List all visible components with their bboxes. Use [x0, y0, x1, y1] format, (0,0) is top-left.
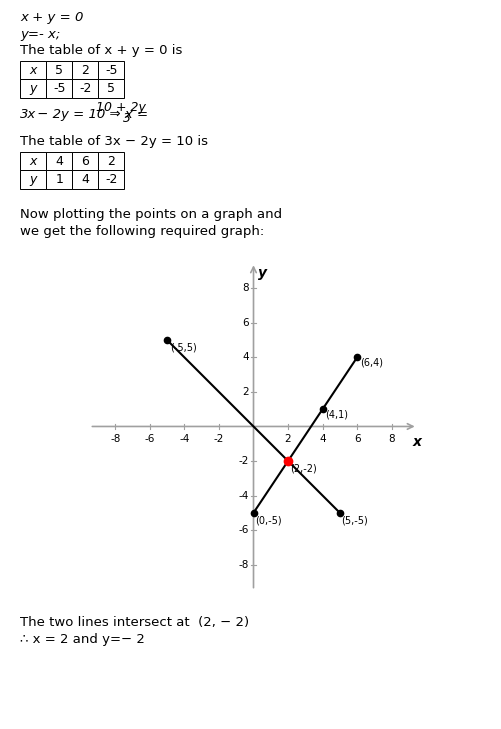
Text: 8: 8: [242, 284, 248, 293]
Text: 1: 1: [55, 173, 63, 186]
Text: 8: 8: [388, 434, 394, 444]
Text: we get the following required graph:: we get the following required graph:: [20, 225, 264, 238]
Text: 4: 4: [81, 173, 89, 186]
Text: 4: 4: [242, 352, 248, 362]
Text: y: y: [30, 82, 37, 95]
Text: 5: 5: [107, 82, 115, 95]
Text: 4: 4: [319, 434, 325, 444]
Text: The two lines intersect at  (2, − 2): The two lines intersect at (2, − 2): [20, 616, 248, 629]
Text: x: x: [411, 435, 420, 449]
Text: -4: -4: [238, 491, 248, 501]
Text: (6,4): (6,4): [359, 357, 382, 367]
Text: 2: 2: [81, 64, 89, 77]
Text: 2: 2: [242, 387, 248, 397]
Text: x: x: [30, 155, 37, 168]
Text: -5: -5: [53, 82, 65, 95]
Text: -6: -6: [238, 525, 248, 535]
Text: -5: -5: [105, 64, 117, 77]
Text: 5: 5: [55, 64, 63, 77]
Text: -4: -4: [179, 434, 189, 444]
Text: 3x: 3x: [20, 108, 36, 120]
Text: 2: 2: [284, 434, 291, 444]
Text: (-5,5): (-5,5): [169, 343, 196, 353]
Text: -2: -2: [79, 82, 91, 95]
Text: ∴ x = 2 and y=− 2: ∴ x = 2 and y=− 2: [20, 633, 145, 646]
Text: 6: 6: [81, 155, 89, 168]
Text: Now plotting the points on a graph and: Now plotting the points on a graph and: [20, 208, 282, 222]
Text: The table of 3x − 2y = 10 is: The table of 3x − 2y = 10 is: [20, 136, 208, 149]
Text: − 2y = 10 ⇒ x =: − 2y = 10 ⇒ x =: [33, 108, 152, 120]
Text: -6: -6: [144, 434, 155, 444]
Text: -8: -8: [110, 434, 120, 444]
Text: x + y = 0: x + y = 0: [20, 11, 83, 24]
Text: 10 + 2y: 10 + 2y: [95, 101, 145, 114]
Text: -2: -2: [238, 456, 248, 466]
Text: 6: 6: [353, 434, 360, 444]
Text: y: y: [258, 266, 267, 280]
Text: The table of x + y = 0 is: The table of x + y = 0 is: [20, 44, 182, 58]
Text: -2: -2: [105, 173, 117, 186]
Text: x: x: [30, 64, 37, 77]
Text: y=- x;: y=- x;: [20, 28, 60, 41]
Text: (0,-5): (0,-5): [255, 515, 281, 526]
Text: -8: -8: [238, 560, 248, 569]
Text: (4,1): (4,1): [325, 409, 348, 419]
Text: (2,-2): (2,-2): [289, 464, 316, 474]
Text: 4: 4: [55, 155, 63, 168]
Text: -2: -2: [213, 434, 224, 444]
Text: y: y: [30, 173, 37, 186]
Text: 2: 2: [107, 155, 115, 168]
Text: 3: 3: [122, 112, 130, 125]
Text: (5,-5): (5,-5): [341, 515, 368, 526]
Text: 6: 6: [242, 318, 248, 328]
